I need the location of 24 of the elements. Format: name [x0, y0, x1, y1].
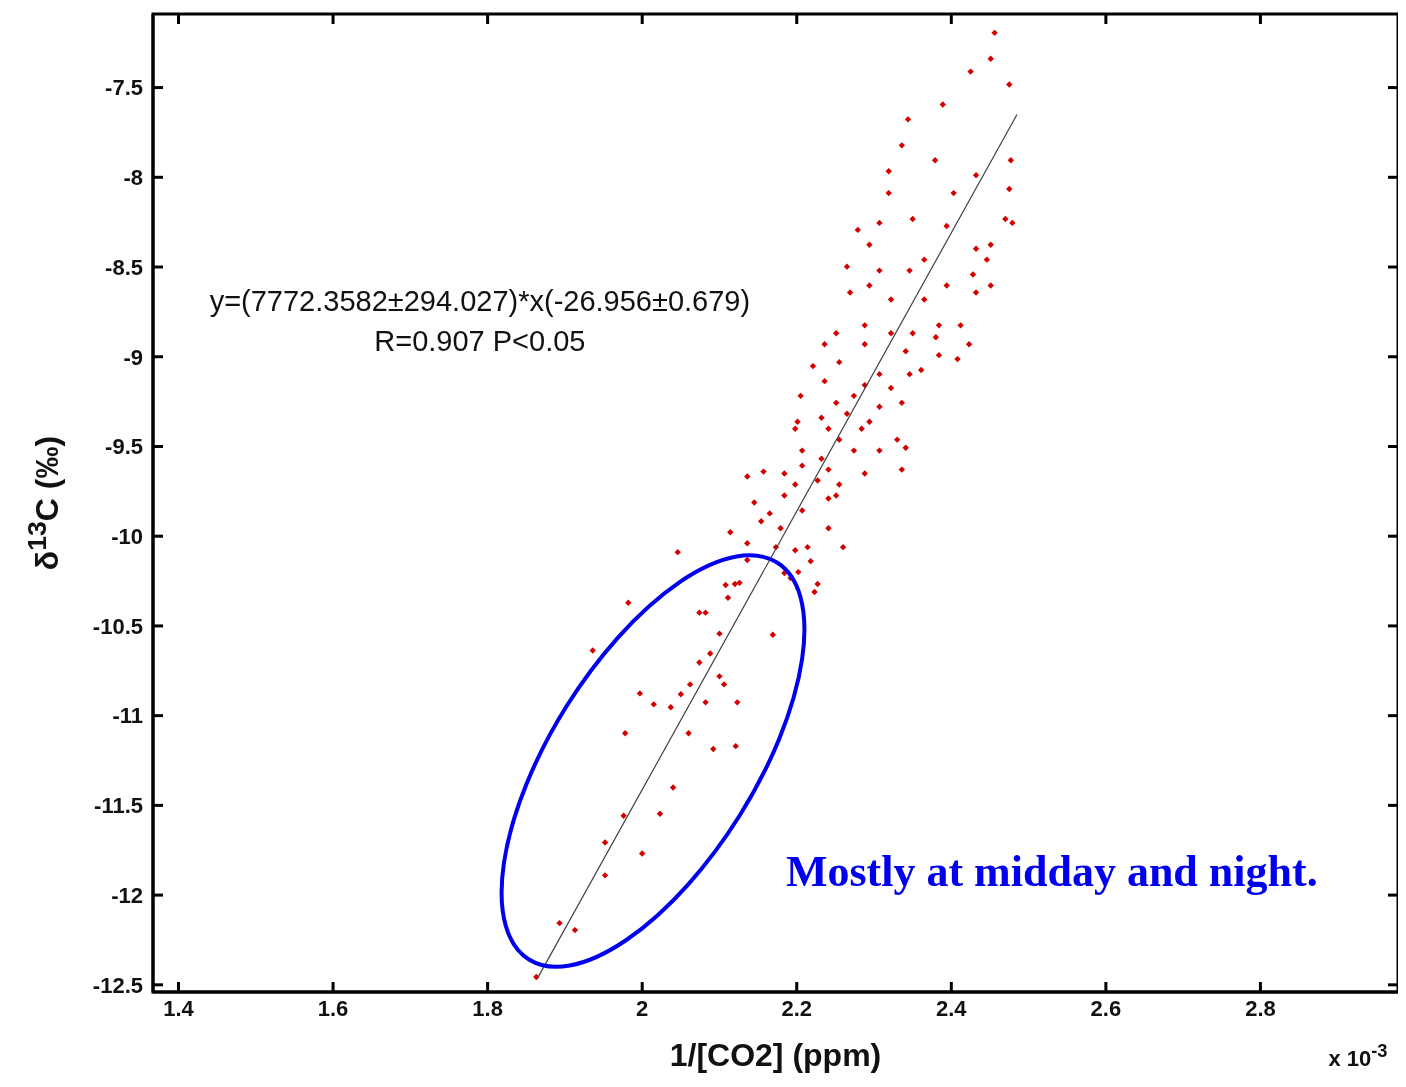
text: x 10$^{-3}$ — [1328, 1040, 1388, 1072]
y-tick-label: -10.5 — [92, 613, 143, 639]
x-tick-label: 2.4 — [936, 995, 968, 1021]
annotation: Mostly at midday and night. — [785, 845, 1318, 896]
annotation: R=0.907 P<0.05 — [374, 324, 586, 358]
x-tick-label: 2.8 — [1245, 995, 1276, 1021]
x-tick-label: 1.6 — [317, 995, 349, 1021]
y-tick-label: -8 — [123, 165, 143, 191]
x-tick-label: 1.8 — [472, 995, 503, 1021]
x-tick-label: 2.2 — [781, 995, 813, 1021]
y-tick-label: -12 — [111, 882, 143, 908]
y-tick-label: -9.5 — [105, 434, 143, 460]
y-tick-label: -8.5 — [105, 254, 143, 280]
y-tick-label: -10 — [111, 524, 143, 550]
y-tick-label: -7.5 — [105, 75, 143, 101]
x-axis-title: 1/[CO2] (ppm) — [669, 1037, 882, 1073]
y-tick-label: -12.5 — [92, 972, 143, 998]
x-tick-label: 2 — [636, 995, 649, 1021]
annotation: y=(7772.3582±294.027)*x(-26.956±0.679) — [209, 284, 751, 318]
y-tick-label: -11.5 — [94, 793, 143, 819]
x-tick-label: 2.6 — [1090, 995, 1122, 1021]
x-tick-label: 1.4 — [163, 995, 195, 1021]
y-tick-label: -11 — [112, 703, 143, 729]
y-tick-label: -9 — [123, 344, 143, 370]
